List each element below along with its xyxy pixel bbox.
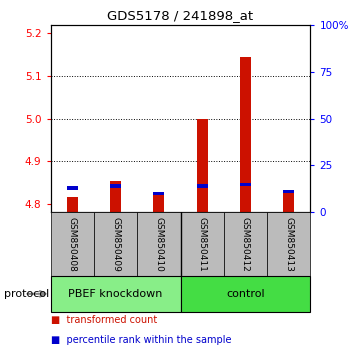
Bar <box>267 212 310 276</box>
Text: PBEF knockdown: PBEF knockdown <box>68 289 163 299</box>
Bar <box>224 212 267 276</box>
Bar <box>51 276 180 312</box>
Bar <box>94 212 137 276</box>
Text: ■  percentile rank within the sample: ■ percentile rank within the sample <box>51 335 231 344</box>
Bar <box>240 57 251 212</box>
Bar <box>153 194 164 212</box>
Bar <box>67 186 78 190</box>
Bar <box>110 184 121 188</box>
Bar <box>197 119 208 212</box>
Text: GSM850409: GSM850409 <box>111 217 120 272</box>
Title: GDS5178 / 241898_at: GDS5178 / 241898_at <box>108 9 253 22</box>
Text: ■  transformed count: ■ transformed count <box>51 315 157 325</box>
Text: GSM850411: GSM850411 <box>198 217 206 272</box>
Bar <box>110 181 121 212</box>
Bar <box>51 212 94 276</box>
Text: GSM850410: GSM850410 <box>155 217 163 272</box>
Bar <box>137 212 180 276</box>
Bar <box>180 212 224 276</box>
Bar <box>197 184 208 188</box>
Text: protocol: protocol <box>4 289 49 299</box>
Bar <box>283 190 294 194</box>
Bar <box>283 190 294 212</box>
Bar <box>67 198 78 212</box>
Text: control: control <box>226 289 265 299</box>
Text: GSM850408: GSM850408 <box>68 217 77 272</box>
Text: GSM850412: GSM850412 <box>241 217 250 272</box>
Bar <box>180 276 310 312</box>
Bar <box>240 183 251 186</box>
Bar <box>153 192 164 195</box>
Text: GSM850413: GSM850413 <box>284 217 293 272</box>
